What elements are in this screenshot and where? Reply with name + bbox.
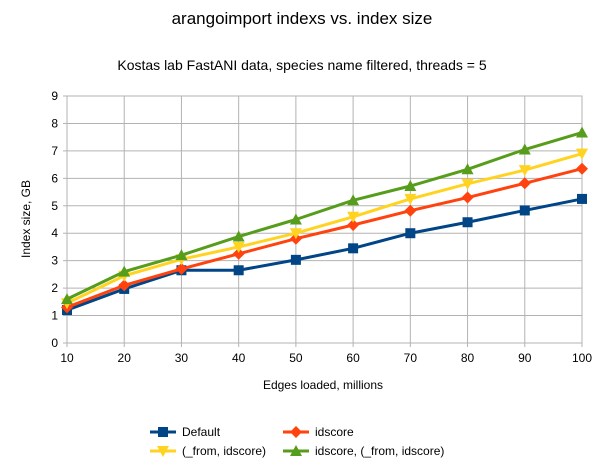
data-point — [518, 177, 531, 190]
series-line — [66, 197, 583, 312]
y-tick-label: 8 — [51, 116, 58, 130]
x-axis-ticks: 10 20 30 40 50 60 70 80 90 100 — [60, 343, 592, 365]
legend-label: (_from, idscore) — [182, 444, 266, 458]
data-point — [232, 241, 245, 253]
legend-label: idscore — [315, 425, 354, 439]
legend: Default idscore (_from, idscore) idscore, (… — [150, 425, 444, 458]
data-point — [576, 148, 588, 160]
series-line — [66, 152, 583, 305]
data-point — [232, 247, 245, 260]
legend-marker — [158, 427, 168, 437]
x-tick-label: 50 — [289, 351, 303, 365]
data-point — [404, 180, 417, 192]
data-point — [404, 193, 417, 205]
data-point — [518, 165, 531, 177]
y-tick-label: 5 — [51, 199, 58, 213]
chart-subtitle: Kostas lab FastANI data, species name fi… — [117, 57, 486, 73]
data-point — [232, 230, 245, 242]
legend-label: idscore, (_from, idscore) — [315, 444, 444, 458]
y-tick-label: 6 — [51, 171, 58, 185]
x-tick-label: 90 — [518, 351, 532, 365]
data-point — [519, 205, 530, 216]
y-tick-label: 2 — [51, 281, 58, 295]
data-point — [404, 204, 417, 217]
data-point — [462, 217, 473, 228]
series-group — [61, 126, 588, 316]
legend-marker — [290, 445, 302, 456]
data-point — [175, 262, 188, 275]
series-line — [66, 167, 583, 309]
chart-title: arangoimport indexs vs. index size — [172, 9, 433, 28]
plot-frame — [66, 95, 583, 344]
y-tick-label: 9 — [51, 89, 58, 103]
legend-marker — [157, 446, 169, 457]
data-point — [290, 254, 301, 265]
x-tick-label: 100 — [572, 351, 592, 365]
x-tick-label: 10 — [60, 351, 74, 365]
data-point — [289, 213, 302, 225]
y-tick-label: 3 — [51, 254, 58, 268]
data-point — [233, 265, 244, 276]
data-point — [118, 279, 131, 292]
data-point — [118, 265, 131, 277]
y-tick-label: 7 — [51, 144, 58, 158]
data-point — [577, 193, 587, 204]
x-tick-label: 40 — [232, 351, 246, 365]
data-point — [347, 194, 360, 206]
data-point — [576, 162, 588, 175]
data-point — [518, 143, 531, 155]
plot-area-border — [66, 95, 583, 344]
data-point — [348, 243, 359, 254]
y-axis-label: Index size, GB — [19, 180, 33, 258]
x-tick-label: 30 — [175, 351, 189, 365]
series-line — [66, 131, 583, 301]
grid-lines — [66, 95, 583, 344]
data-point — [405, 228, 416, 239]
y-tick-label: 4 — [51, 226, 58, 240]
x-tick-label: 70 — [404, 351, 418, 365]
data-point — [347, 211, 360, 223]
x-axis-label: Edges loaded, millions — [263, 378, 383, 392]
legend-label: Default — [182, 425, 221, 439]
data-point — [289, 228, 302, 240]
x-tick-label: 80 — [461, 351, 475, 365]
data-point — [61, 293, 73, 305]
data-point — [576, 126, 588, 138]
data-point — [347, 218, 360, 231]
y-tick-label: 1 — [51, 309, 58, 323]
y-tick-label: 0 — [51, 336, 58, 350]
legend-marker — [290, 426, 302, 438]
data-point — [461, 191, 474, 204]
data-point — [461, 163, 474, 175]
data-point — [461, 178, 474, 190]
x-tick-label: 20 — [118, 351, 132, 365]
data-point — [175, 249, 188, 261]
x-tick-label: 60 — [346, 351, 360, 365]
y-axis-ticks: 0 1 2 3 4 5 6 7 8 9 — [51, 89, 67, 350]
